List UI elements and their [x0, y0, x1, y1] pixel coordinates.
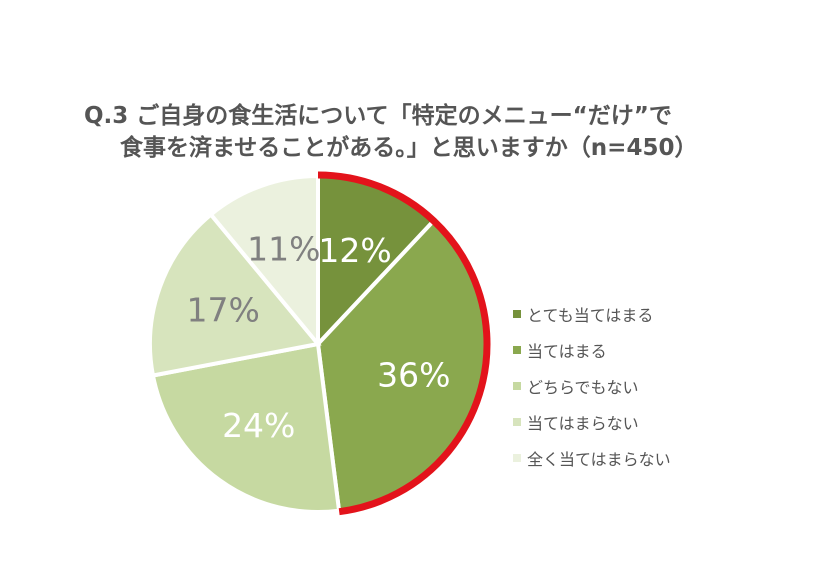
legend-swatch: [513, 382, 521, 390]
slice-label-5: 11%: [247, 230, 320, 269]
legend-label: 当てはまらない: [527, 414, 639, 433]
chart-title-line-1: Q.3 ご自身の食生活について「特定のメニュー“だけ”で: [84, 103, 672, 129]
legend-swatch: [513, 310, 521, 318]
legend-item-2: 当てはまる: [513, 332, 671, 368]
pie-slices: [148, 173, 488, 514]
chart-title-line-2: 食事を済ませることがある。」と思いますか（n=450）: [120, 135, 698, 161]
slice-label-2: 36%: [377, 356, 450, 395]
legend-item-5: 全く当てはまらない: [513, 440, 671, 476]
legend-label: 当てはまる: [527, 342, 607, 361]
legend-item-3: どちらでもない: [513, 368, 671, 404]
pie-slice-3: [150, 341, 342, 514]
chart-title: Q.3 ご自身の食生活について「特定のメニュー“だけ”で 食事を済ませることがあ…: [84, 100, 784, 164]
legend-swatch: [513, 454, 521, 462]
pie-slice-4: [148, 211, 322, 378]
legend-swatch: [513, 418, 521, 426]
pie-highlight: [317, 171, 491, 516]
slice-label-3: 24%: [222, 406, 295, 445]
pie-slice-labels: 12% 36% 24% 17% 11%: [186, 230, 450, 445]
legend-item-1: とても当てはまる: [513, 296, 671, 332]
slice-label-1: 12%: [318, 231, 391, 270]
legend-label: とても当てはまる: [527, 306, 654, 325]
highlight-arc: [317, 171, 491, 516]
legend-item-4: 当てはまらない: [513, 404, 671, 440]
pie-slice-5: [208, 173, 320, 350]
legend-swatch: [513, 346, 521, 354]
legend-label: どちらでもない: [527, 378, 639, 397]
legend: とても当てはまる 当てはまるどちらでもない 当てはまらない全く当てはまらない: [513, 296, 671, 476]
slice-label-4: 17%: [186, 290, 259, 329]
legend-label: 全く当てはまらない: [527, 450, 671, 469]
